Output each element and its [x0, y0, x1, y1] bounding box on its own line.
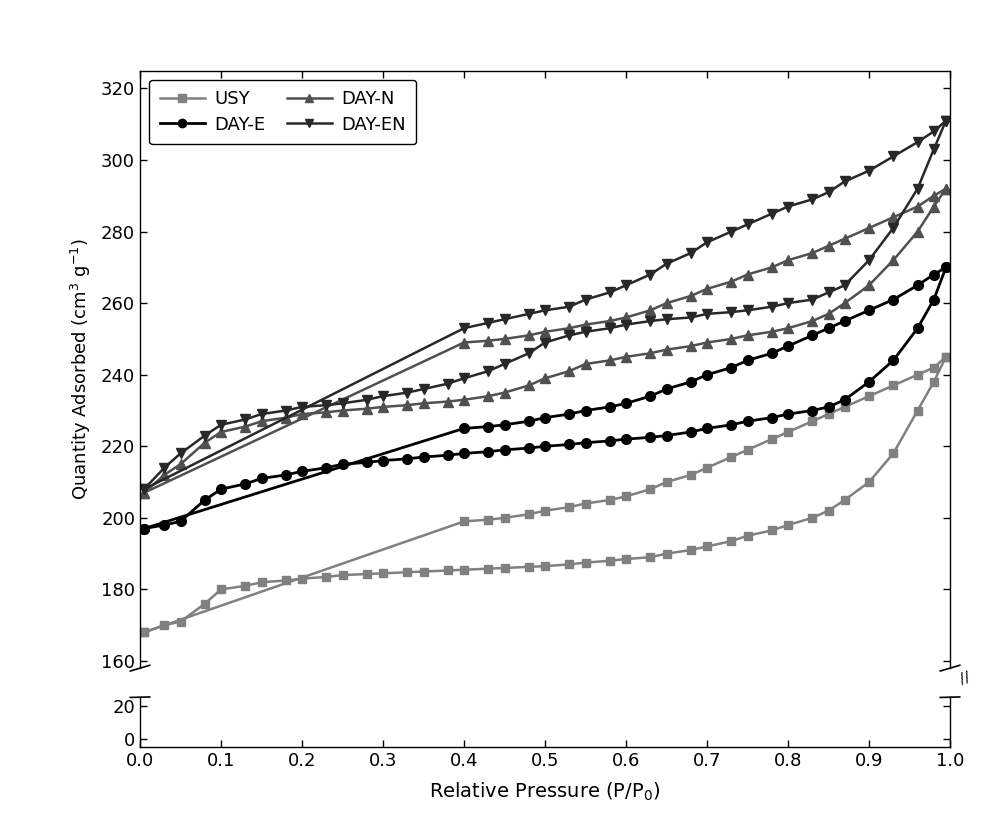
X-axis label: Relative Pressure (P/P$_0$): Relative Pressure (P/P$_0$)	[429, 781, 661, 803]
Legend: USY, DAY-E, DAY-N, DAY-EN: USY, DAY-E, DAY-N, DAY-EN	[149, 80, 416, 144]
Y-axis label: Quantity Adsorbed (cm$^3$ g$^{-1}$): Quantity Adsorbed (cm$^3$ g$^{-1}$)	[68, 238, 93, 500]
Text: //: //	[958, 670, 972, 686]
